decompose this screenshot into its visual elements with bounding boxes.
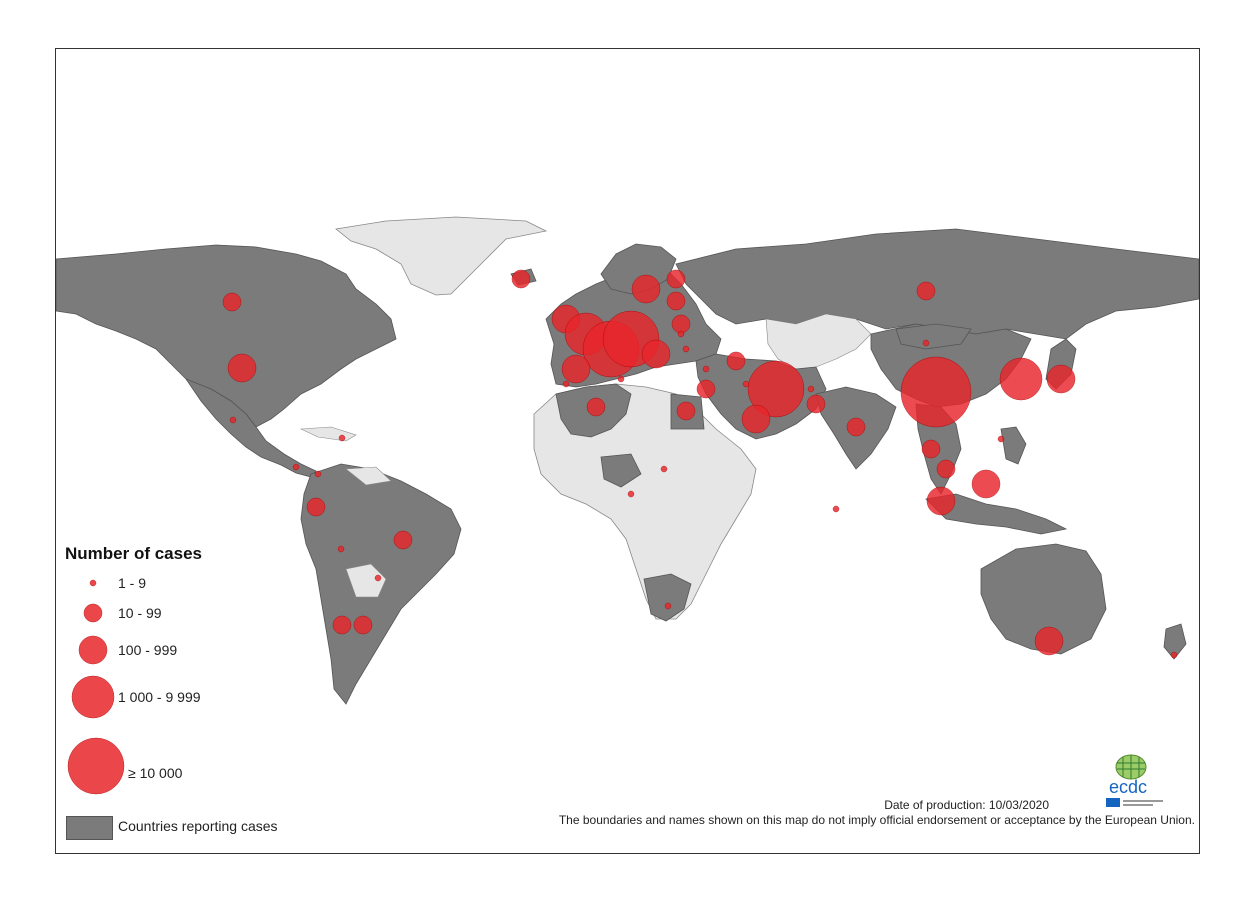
legend-swatch-reporting	[66, 816, 113, 840]
case-circle	[1034, 626, 1064, 656]
ecdc-logo-text: ecdc	[1109, 777, 1147, 797]
case-circle	[747, 360, 805, 418]
case-circle	[353, 615, 373, 635]
case-circle	[222, 292, 242, 312]
case-circle	[393, 530, 413, 550]
case-circle	[702, 365, 710, 373]
case-circle	[832, 505, 840, 513]
case-circle	[292, 463, 300, 471]
case-circle	[511, 269, 531, 289]
production-date: Date of production: 10/03/2020	[884, 798, 1049, 812]
world-map	[56, 216, 1199, 795]
case-circle	[999, 357, 1043, 401]
case-circle	[741, 404, 771, 434]
case-circle	[617, 375, 625, 383]
case-circle	[229, 416, 237, 424]
legend-label-4: 1 000 - 9 999	[118, 689, 201, 705]
legend-label-3: 100 - 999	[118, 642, 178, 658]
case-circle	[671, 314, 691, 334]
case-circle	[900, 356, 972, 428]
case-circle	[807, 385, 815, 393]
legend-circle-3	[78, 635, 108, 665]
case-circles	[222, 269, 1178, 659]
russia	[675, 228, 1199, 340]
case-circle	[682, 345, 690, 353]
new-zealand	[1163, 623, 1187, 660]
case-circle	[227, 353, 257, 383]
case-circle	[562, 380, 570, 388]
case-circle	[726, 351, 746, 371]
case-circle	[666, 291, 686, 311]
south-africa	[643, 573, 692, 622]
legend-swatch-label: Countries reporting cases	[118, 818, 278, 834]
bolivia-region	[345, 563, 387, 598]
case-circle	[922, 339, 930, 347]
case-circle	[742, 380, 750, 388]
africa	[533, 383, 757, 620]
case-circle	[627, 490, 635, 498]
case-circle	[696, 379, 716, 399]
mongolia	[895, 323, 972, 350]
case-circle	[586, 397, 606, 417]
case-circle	[846, 417, 866, 437]
north-america	[56, 244, 397, 428]
philippines	[1000, 426, 1027, 465]
legend-title: Number of cases	[65, 544, 202, 563]
venezuela-region	[345, 466, 392, 486]
case-circle	[337, 545, 345, 553]
case-circle	[631, 274, 661, 304]
west-africa-reporting	[600, 453, 642, 488]
greenland	[335, 216, 548, 296]
case-circle	[314, 470, 322, 478]
australia	[980, 543, 1107, 655]
case-circle	[971, 469, 1001, 499]
case-circle	[997, 435, 1005, 443]
case-circle	[1046, 364, 1076, 394]
caribbean	[299, 426, 357, 442]
ecdc-logo: ecdc	[1106, 754, 1163, 807]
case-circle	[677, 330, 685, 338]
case-circle	[660, 465, 668, 473]
legend-label-1: 1 - 9	[118, 575, 147, 591]
case-circle	[641, 339, 671, 369]
map-frame: Number of cases 1 - 9 10 - 99 100 - 999 …	[55, 48, 1200, 854]
indonesia	[925, 493, 1068, 535]
case-circle	[921, 439, 941, 459]
legend-circle-2	[83, 603, 103, 623]
legend-label-5: ≥ 10 000	[128, 765, 183, 781]
case-circle	[338, 434, 346, 442]
legend-circle-4	[71, 675, 115, 719]
case-circle	[306, 497, 326, 517]
case-circle	[374, 574, 382, 582]
case-circle	[332, 615, 352, 635]
legend-label-2: 10 - 99	[118, 605, 162, 621]
case-circle	[666, 269, 686, 289]
legend-circle-5	[67, 737, 125, 795]
case-circle	[916, 281, 936, 301]
disclaimer: The boundaries and names shown on this m…	[558, 813, 1195, 827]
case-circle	[664, 602, 672, 610]
central-asia	[765, 313, 872, 370]
case-circle	[936, 459, 956, 479]
case-circle	[561, 354, 591, 384]
legend-circle-1	[89, 579, 97, 587]
case-circle	[806, 394, 826, 414]
case-circle	[676, 401, 696, 421]
case-circle	[926, 486, 956, 516]
case-circle	[1170, 651, 1178, 659]
legend-symbols	[67, 579, 125, 795]
